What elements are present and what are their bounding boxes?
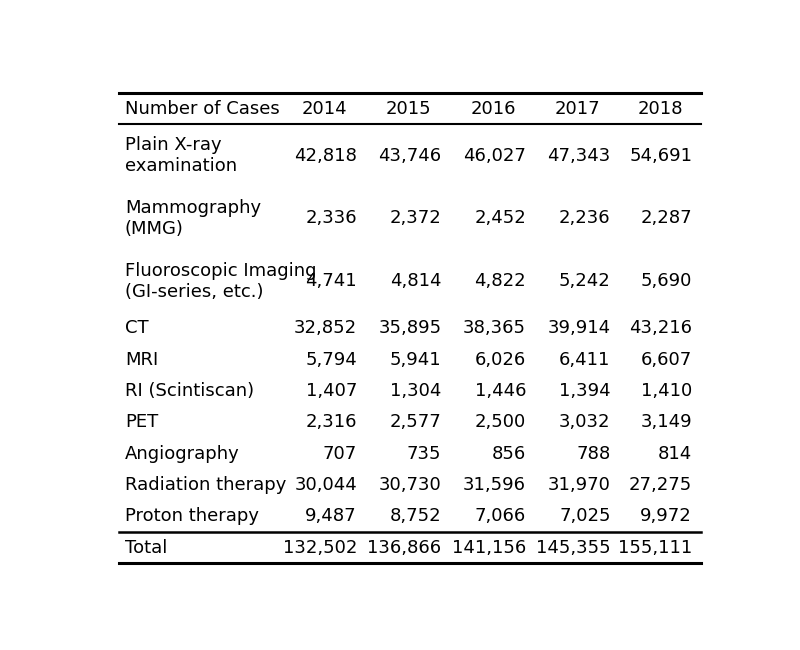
Text: 9,972: 9,972 [640, 508, 692, 525]
Text: 43,746: 43,746 [378, 147, 442, 164]
Text: Plain X-ray
examination: Plain X-ray examination [125, 136, 237, 175]
Text: 4,741: 4,741 [306, 272, 357, 290]
Text: 30,730: 30,730 [378, 476, 442, 494]
Text: 2,316: 2,316 [306, 413, 357, 432]
Text: CT: CT [125, 319, 149, 337]
Text: 2015: 2015 [386, 99, 431, 118]
Text: 9,487: 9,487 [306, 508, 357, 525]
Text: 155,111: 155,111 [618, 539, 692, 557]
Text: Fluoroscopic Imaging
(GI-series, etc.): Fluoroscopic Imaging (GI-series, etc.) [125, 262, 316, 300]
Text: 3,032: 3,032 [559, 413, 610, 432]
Text: 2,236: 2,236 [559, 209, 610, 228]
Text: 132,502: 132,502 [282, 539, 357, 557]
Text: 6,411: 6,411 [559, 350, 610, 369]
Text: 5,794: 5,794 [306, 350, 357, 369]
Text: Radiation therapy: Radiation therapy [125, 476, 286, 494]
Text: 788: 788 [576, 445, 610, 463]
Text: 735: 735 [407, 445, 442, 463]
Text: Number of Cases: Number of Cases [125, 99, 279, 118]
Text: RI (Scintiscan): RI (Scintiscan) [125, 382, 254, 400]
Text: Total: Total [125, 539, 167, 557]
Text: 2,452: 2,452 [474, 209, 526, 228]
Text: 46,027: 46,027 [463, 147, 526, 164]
Text: 47,343: 47,343 [547, 147, 610, 164]
Text: 42,818: 42,818 [294, 147, 357, 164]
Text: 7,025: 7,025 [559, 508, 610, 525]
Text: 2,336: 2,336 [306, 209, 357, 228]
Text: 136,866: 136,866 [367, 539, 442, 557]
Text: 38,365: 38,365 [463, 319, 526, 337]
Text: 5,242: 5,242 [558, 272, 610, 290]
Text: 145,355: 145,355 [536, 539, 610, 557]
Text: 2014: 2014 [302, 99, 347, 118]
Text: 2,577: 2,577 [390, 413, 442, 432]
Text: 6,607: 6,607 [641, 350, 692, 369]
Text: 1,394: 1,394 [559, 382, 610, 400]
Text: 31,970: 31,970 [548, 476, 610, 494]
Text: 6,026: 6,026 [474, 350, 526, 369]
Text: 2017: 2017 [554, 99, 600, 118]
Text: 707: 707 [322, 445, 357, 463]
Text: 2018: 2018 [638, 99, 683, 118]
Text: 31,596: 31,596 [463, 476, 526, 494]
Text: 856: 856 [492, 445, 526, 463]
Text: Mammography
(MMG): Mammography (MMG) [125, 199, 261, 238]
Text: 1,407: 1,407 [306, 382, 357, 400]
Text: 54,691: 54,691 [629, 147, 692, 164]
Text: Angiography: Angiography [125, 445, 239, 463]
Text: 814: 814 [658, 445, 692, 463]
Text: 4,814: 4,814 [390, 272, 442, 290]
Text: 3,149: 3,149 [641, 413, 692, 432]
Text: 27,275: 27,275 [629, 476, 692, 494]
Text: 2016: 2016 [470, 99, 516, 118]
Text: 2,287: 2,287 [641, 209, 692, 228]
Text: 30,044: 30,044 [294, 476, 357, 494]
Text: 39,914: 39,914 [547, 319, 610, 337]
Text: 5,941: 5,941 [390, 350, 442, 369]
Text: 43,216: 43,216 [629, 319, 692, 337]
Text: 5,690: 5,690 [641, 272, 692, 290]
Text: Proton therapy: Proton therapy [125, 508, 259, 525]
Text: MRI: MRI [125, 350, 158, 369]
Text: 35,895: 35,895 [378, 319, 442, 337]
Text: 7,066: 7,066 [474, 508, 526, 525]
Text: 141,156: 141,156 [452, 539, 526, 557]
Text: 1,446: 1,446 [474, 382, 526, 400]
Text: 8,752: 8,752 [390, 508, 442, 525]
Text: 2,372: 2,372 [390, 209, 442, 228]
Text: 1,304: 1,304 [390, 382, 442, 400]
Text: 2,500: 2,500 [474, 413, 526, 432]
Text: PET: PET [125, 413, 158, 432]
Text: 32,852: 32,852 [294, 319, 357, 337]
Text: 1,410: 1,410 [641, 382, 692, 400]
Text: 4,822: 4,822 [474, 272, 526, 290]
